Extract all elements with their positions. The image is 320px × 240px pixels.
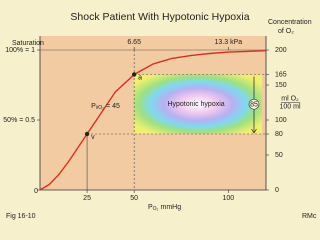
x-label-unit: mmHg: [161, 204, 182, 211]
region-label: Hypotonic hypoxia: [167, 101, 224, 108]
x-label-sub: O₂: [153, 206, 159, 212]
y-tick-label: 100% = 1: [5, 47, 35, 54]
point: [84, 131, 90, 137]
figure-number: Fig 16-10: [6, 213, 36, 220]
arrow-head: [251, 128, 257, 134]
y2-axis-label: Concentration: [268, 19, 312, 26]
point: [131, 72, 137, 77]
y2-tick-label: 165: [275, 71, 287, 78]
y2-tick-label: 50: [275, 152, 283, 159]
venous-sub: v̄O₂: [96, 105, 104, 111]
venous-annotation: Pv̄O₂ = 45: [91, 103, 120, 111]
hypoxia-region: [134, 74, 262, 134]
unit-bottom: 100 ml: [279, 103, 300, 110]
point-label: a: [138, 74, 142, 81]
dissociation-curve: [39, 50, 267, 191]
y2-tick-label: 80: [275, 131, 283, 138]
chart: Shock Patient With Hypotonic Hypoxia Sat…: [3, 10, 317, 220]
y2-tick-label: 200: [275, 47, 287, 54]
credit: RMc: [302, 213, 317, 220]
y2-tick-label: 150: [275, 82, 287, 89]
x-tick-label: 100: [222, 195, 234, 202]
y2-tick-label: 100: [275, 117, 287, 124]
difference-circle: [248, 98, 260, 110]
unit-top: ml O₂: [281, 95, 299, 102]
x-axis-label: PO₂ mmHg: [148, 204, 181, 212]
x2-tick-label: 13.3 kPa: [215, 39, 243, 46]
y2-tick-label: 0: [275, 187, 279, 194]
y2-axis-label: of O₂: [278, 28, 294, 35]
x2-tick-label: 6.65: [127, 39, 141, 46]
chart-title: Shock Patient With Hypotonic Hypoxia: [70, 11, 249, 23]
y-axis-label: Saturation: [12, 40, 44, 47]
venous-symbol: P: [91, 103, 96, 110]
y-tick-label: 50% = 0.5: [3, 117, 35, 124]
venous-text: = 45: [106, 103, 120, 110]
difference-label: 85: [250, 102, 258, 109]
y-tick-label: 0: [34, 188, 38, 195]
point-label: v: [91, 134, 95, 141]
x-tick-label: 25: [83, 195, 91, 202]
x-tick-label: 50: [130, 195, 138, 202]
x-label-symbol: P: [148, 204, 153, 211]
